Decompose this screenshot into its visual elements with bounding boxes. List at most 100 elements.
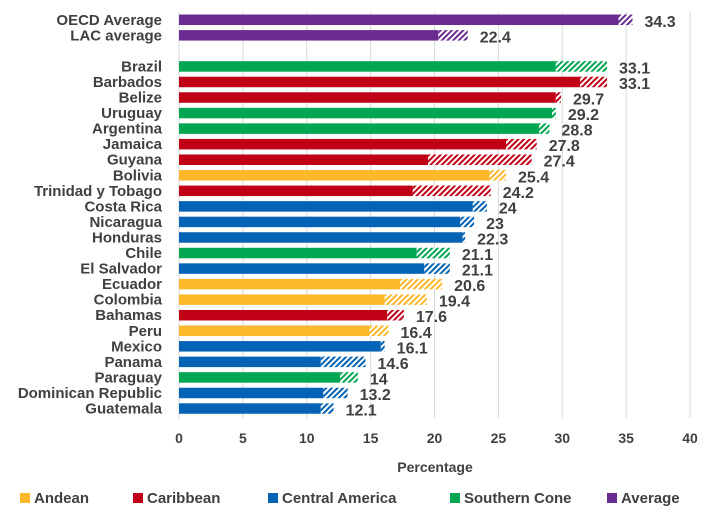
value-labels: 34.3 22.4 33.133.1 29.729.228.827.827.425.4… <box>346 14 676 420</box>
bar-hatched <box>424 263 450 274</box>
value-label: 14.6 <box>378 356 409 373</box>
bar-hatched <box>438 30 468 41</box>
bar-hatched <box>416 247 450 259</box>
category-label: Jamaica <box>103 136 163 153</box>
value-label: 27.8 <box>549 138 580 155</box>
bar-hatched <box>489 170 507 181</box>
category-label: Dominican Republic <box>18 385 162 402</box>
x-tick-labels: 0 5 10 15 20 25 30 35 40 <box>175 430 698 446</box>
category-label: Chile <box>125 245 162 262</box>
bar-solid <box>179 185 413 197</box>
legend-swatch <box>20 493 30 503</box>
legend: Andean Caribbean Central America Southern C… <box>20 490 680 507</box>
bar-hatched <box>555 92 561 103</box>
bar-solid <box>179 372 340 383</box>
bar-solid <box>179 403 321 414</box>
legend-item: Andean <box>20 490 89 507</box>
bar-solid <box>179 14 619 26</box>
bar-solid <box>179 61 556 72</box>
value-label: 29.7 <box>573 92 604 109</box>
bar-hatched <box>555 61 607 72</box>
x-tick-label: 35 <box>618 430 634 446</box>
legend-label: Caribbean <box>147 490 220 507</box>
value-label: 27.4 <box>544 154 575 171</box>
bar-hatched <box>320 356 366 368</box>
bar-solid <box>179 107 553 119</box>
bar-hatched <box>618 14 633 26</box>
category-label: Paraguay <box>94 369 162 386</box>
x-tick-label: 30 <box>554 430 570 446</box>
value-label: 16.4 <box>401 325 432 342</box>
legend-label: Average <box>621 490 680 507</box>
x-tick-label: 15 <box>363 430 379 446</box>
x-axis-title: Percentage <box>397 459 473 475</box>
category-label: El Salvador <box>80 261 162 278</box>
bar-hatched <box>580 76 607 88</box>
bar-hatched <box>539 123 550 134</box>
bar-solid <box>179 92 556 103</box>
bar-solid <box>179 247 417 259</box>
bar-solid <box>179 356 321 368</box>
value-label: 24.2 <box>503 185 534 202</box>
category-label: Brazil <box>121 58 162 75</box>
category-label: Belize <box>119 90 162 107</box>
category-label: Guyana <box>107 152 163 169</box>
bar-hatched <box>369 325 389 337</box>
legend-item: Central America <box>268 490 397 507</box>
bar-hatched <box>460 216 475 228</box>
category-label: LAC average <box>70 27 162 44</box>
value-label: 21.1 <box>462 263 493 280</box>
category-label: Peru <box>129 323 162 340</box>
value-label: 20.6 <box>454 278 485 295</box>
bar-solid <box>179 170 490 181</box>
category-label: Trinidad y Tobago <box>34 183 162 200</box>
x-tick-label: 25 <box>491 430 507 446</box>
category-label: Nicaragua <box>89 214 162 231</box>
bar-solid <box>179 309 388 321</box>
bar-hatched <box>387 309 404 321</box>
bar-solid <box>179 387 324 399</box>
bar-hatched <box>472 201 487 212</box>
bar-hatched <box>339 372 358 383</box>
value-label: 12.1 <box>346 403 377 420</box>
bar-hatched <box>384 294 427 305</box>
legend-item: Caribbean <box>133 490 220 507</box>
bar-hatched <box>412 185 491 197</box>
legend-label: Southern Cone <box>464 490 572 507</box>
bar-solid <box>179 138 507 150</box>
value-label: 17.6 <box>416 309 447 326</box>
x-tick-label: 10 <box>299 430 315 446</box>
legend-label: Central America <box>282 490 397 507</box>
bar-solid <box>179 341 381 352</box>
bars <box>179 14 633 414</box>
category-label: Honduras <box>92 229 162 246</box>
category-label: Argentina <box>92 121 163 138</box>
x-tick-label: 0 <box>175 430 183 446</box>
x-tick-label: 20 <box>427 430 443 446</box>
value-label: 16.1 <box>397 340 428 357</box>
legend-swatch <box>450 493 460 503</box>
bar-solid <box>179 30 439 41</box>
legend-item: Average <box>607 490 680 507</box>
category-label: Barbados <box>93 74 162 91</box>
value-label: 29.2 <box>568 107 599 124</box>
category-label: Colombia <box>94 292 163 309</box>
category-label: Panama <box>104 354 162 371</box>
value-label: 33.1 <box>619 76 650 93</box>
bar-hatched <box>320 403 334 414</box>
category-label: Ecuador <box>102 276 162 293</box>
bar-hatched <box>462 232 466 243</box>
bar-solid <box>179 76 581 88</box>
value-label: 33.1 <box>619 60 650 77</box>
bar-hatched <box>323 387 348 399</box>
bar-solid <box>179 201 473 212</box>
bar-hatched <box>552 107 556 119</box>
value-label: 34.3 <box>645 14 676 31</box>
legend-label: Andean <box>34 490 89 507</box>
value-label: 22.3 <box>477 231 508 248</box>
value-label: 22.4 <box>480 29 511 46</box>
bar-solid <box>179 263 425 274</box>
bar-hatched <box>428 154 532 165</box>
value-label: 25.4 <box>518 169 549 186</box>
category-label: OECD Average <box>56 12 162 29</box>
